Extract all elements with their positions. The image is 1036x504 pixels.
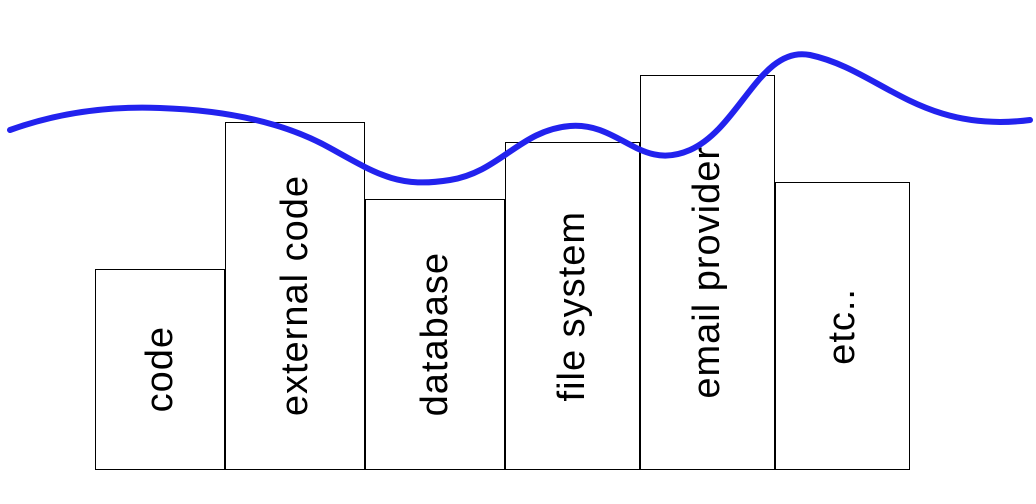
bar-email-provider: email provider bbox=[640, 75, 775, 470]
bar-label: external code bbox=[274, 175, 317, 416]
bar-code: code bbox=[95, 269, 225, 470]
bar-label: etc.. bbox=[821, 288, 864, 365]
bar-database: database bbox=[365, 199, 505, 470]
bar-etc: etc.. bbox=[775, 182, 910, 470]
bar-label: email provider bbox=[686, 146, 729, 399]
bar-file-system: file system bbox=[505, 142, 640, 470]
bar-label: code bbox=[139, 326, 182, 412]
bar-label: database bbox=[414, 252, 457, 416]
bar-label: file system bbox=[551, 211, 594, 401]
bar-external-code: external code bbox=[225, 122, 365, 470]
bar-diagram: code external code database file system … bbox=[0, 0, 1036, 504]
